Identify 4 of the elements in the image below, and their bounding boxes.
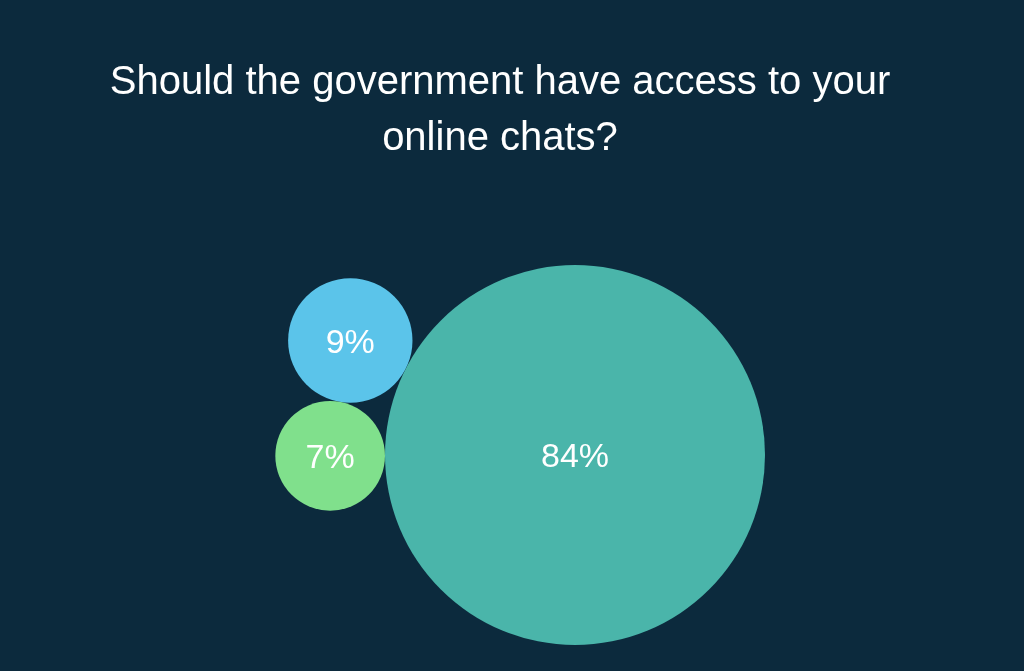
data-label: 7% xyxy=(305,436,355,475)
data-label: 84% xyxy=(540,436,610,474)
text: Should the government have access to your online chats? xyxy=(108,57,892,160)
data-label: 9% xyxy=(325,321,375,360)
